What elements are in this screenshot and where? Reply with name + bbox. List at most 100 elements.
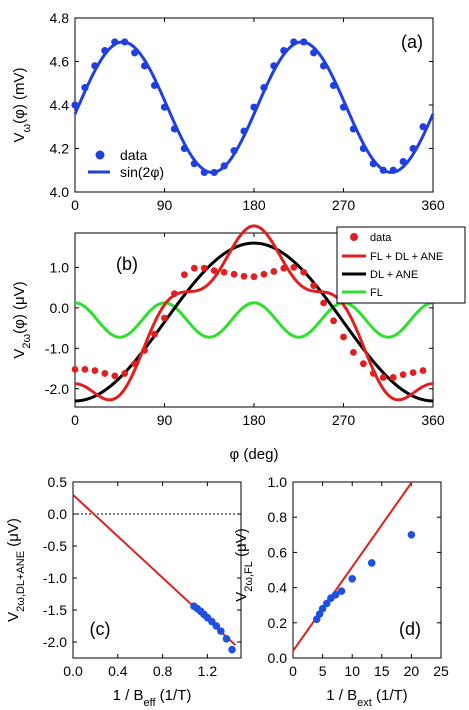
data-point [101,47,109,55]
legend-label: FL + DL + ANE [370,251,443,263]
data-point [121,370,129,377]
y-tick-label: 4.0 [50,184,70,200]
data-point [367,559,376,567]
plot-frame-c [72,481,242,659]
y-tick-label: 1.0 [268,474,288,490]
y-tick-label: -2.0 [43,634,67,650]
data-point [260,84,268,92]
data-point [81,84,89,92]
x-tick-label: 0.8 [153,663,173,679]
data-point [320,62,328,70]
chart-panel-c: 0.0 0.4 0.8 1.2 0.5 0.0 -0.5 -1.0 -1.5 -2.0 (c) V2ω… [5,474,242,709]
y-axis-label: V2ω(φ) (μV) [11,281,33,358]
data-point [359,144,367,153]
data-point [379,166,387,174]
x-axis-label: 1 / Beff (1/T) [113,687,192,709]
y-tick-label: 0.8 [268,509,288,525]
y-tick-label: 0.4 [268,580,288,596]
data-point [310,49,318,57]
data-point [280,47,288,55]
legend-label: sin(2φ) [120,164,164,180]
data-point [310,282,318,290]
data-point [379,374,387,381]
data-point [212,622,221,630]
data-point [170,125,179,133]
data-point [190,160,198,168]
x-tick-label: 0.0 [63,663,83,679]
x-tick-label: 20 [404,663,420,679]
x-tick-label: 10 [344,663,360,679]
legend: data FL + DL + ANE DL + ANE FL [336,226,466,304]
data-point [220,162,228,170]
y-tick-label: -0.5 [43,538,67,554]
data-point [131,49,139,57]
data-point [171,290,178,298]
fl-line [74,301,434,339]
x-tick-label: 1.2 [198,663,218,679]
data-point [389,166,397,174]
y-tick-label: 0.6 [268,544,288,560]
data-point [210,168,218,177]
y-tick-label: 0.0 [268,650,288,666]
y-tick-label: -2.0 [45,381,69,397]
data-point [290,263,298,271]
data-point [240,272,248,280]
data-point [329,81,338,90]
data-point [151,330,158,338]
data-point [409,144,417,153]
data-point [111,38,119,46]
data-point [359,360,367,368]
y-tick-label: 4.2 [50,141,70,157]
y-tick-label: 1.0 [50,259,70,275]
data-point [230,147,238,155]
x-tick-label: 180 [242,412,266,428]
data-point [160,103,169,111]
data-point [161,314,168,322]
data-point [369,370,377,377]
legend-label: data [120,147,147,163]
data-point [101,370,109,377]
data-point [131,360,139,368]
data-point [348,575,357,583]
y-axis-label: V2ω,DL+ANE (μV) [5,518,27,622]
data-point [220,268,228,276]
data-point [240,127,248,135]
x-axis-label: φ (deg) [230,446,279,463]
x-tick-label: 15 [374,663,390,679]
legend-marker [95,150,105,160]
y-tick-label: -1.5 [43,602,67,618]
panel-label: (b) [116,254,138,274]
data-point [389,374,397,381]
fit-line [292,481,413,652]
data-point [340,333,347,341]
data-point [190,264,198,272]
legend-label: data [370,232,392,244]
data-point [409,369,417,377]
x-axis-label: 1 / Bext (1/T) [326,687,407,709]
data-point [230,270,238,278]
x-tick-label: 90 [157,197,173,213]
y-tick-label: 0.0 [48,506,68,522]
data-point [91,367,99,374]
data-point [350,348,357,356]
fit-line [73,40,435,174]
plot-frame-d [292,481,442,659]
y-tick-label: 0.2 [268,615,288,631]
data-point [300,268,308,276]
legend-marker [350,233,358,241]
x-tick-label: 0 [71,197,79,213]
data-point [250,103,258,111]
data-point [222,635,231,643]
data-point [270,268,278,275]
data-point [407,531,416,539]
data-point [369,160,377,168]
data-point [200,264,208,272]
legend-box [336,226,466,304]
data-point [121,38,129,46]
panel-label: (a) [401,32,423,52]
legend-label: DL + ANE [370,269,418,281]
data-point [71,365,79,373]
x-tick-label: 5 [319,663,327,679]
data-point [322,599,331,608]
